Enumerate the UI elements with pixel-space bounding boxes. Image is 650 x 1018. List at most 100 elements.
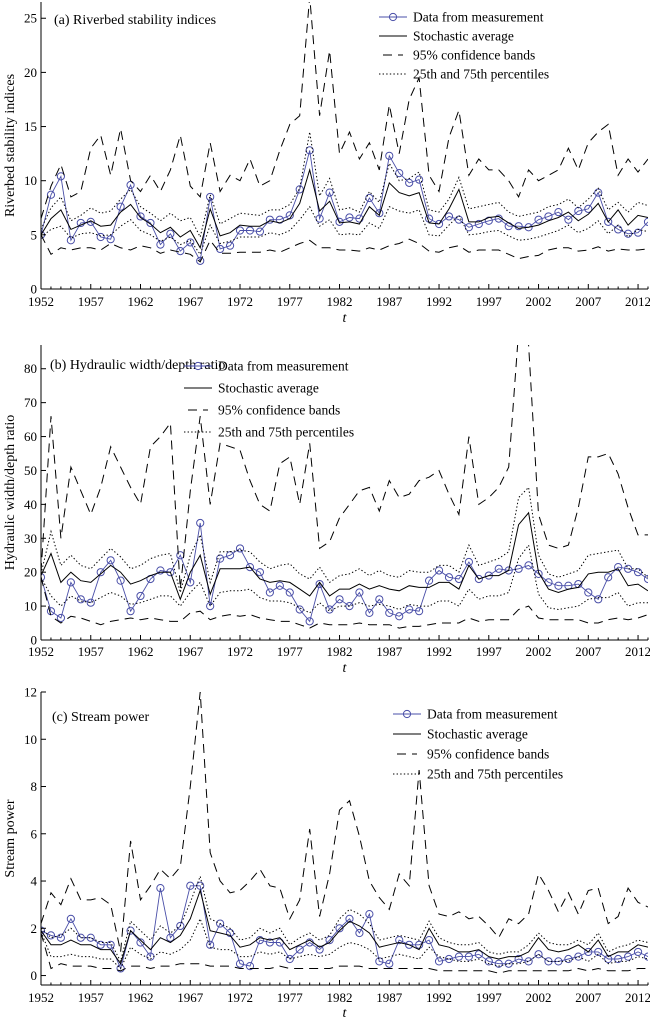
data-point bbox=[156, 566, 165, 575]
data-point bbox=[584, 947, 593, 957]
data-point bbox=[424, 936, 434, 945]
x-tick-label: 2007 bbox=[575, 990, 602, 1005]
legend-label: Data from measurement bbox=[427, 707, 558, 722]
data-point bbox=[474, 950, 483, 959]
x-tick-label: 1997 bbox=[476, 644, 503, 659]
x-tick-label: 1977 bbox=[277, 294, 304, 309]
data-point bbox=[295, 185, 304, 194]
measurement-line bbox=[41, 522, 648, 623]
data-point bbox=[633, 947, 643, 957]
data-point bbox=[46, 931, 56, 940]
legend-label: 95% confidence bands bbox=[218, 403, 340, 418]
x-tick-label: 1997 bbox=[476, 990, 503, 1005]
data-point bbox=[444, 954, 454, 964]
data-point bbox=[315, 214, 324, 223]
x-tick-label: 2012 bbox=[625, 990, 650, 1005]
data-point bbox=[325, 936, 334, 945]
legend-marker bbox=[388, 12, 398, 22]
data-point bbox=[434, 957, 444, 966]
x-tick-label: 2007 bbox=[575, 294, 602, 309]
y-tick-label: 50 bbox=[24, 463, 37, 478]
legend: Data from measurement Stochastic average 9… bbox=[393, 707, 563, 782]
data-point bbox=[584, 204, 593, 213]
data-point bbox=[345, 914, 354, 923]
data-point bbox=[614, 562, 623, 572]
panel-title: (b) Hydraulic width/depth ratio bbox=[50, 358, 225, 373]
data-point bbox=[474, 219, 483, 229]
data-point bbox=[126, 180, 135, 190]
data-point bbox=[106, 940, 115, 949]
data-point bbox=[534, 215, 543, 224]
percentile-lower-line bbox=[41, 205, 648, 256]
data-point bbox=[96, 940, 105, 949]
data-point bbox=[96, 232, 105, 242]
data-point bbox=[633, 568, 643, 577]
percentile-lower-line bbox=[41, 543, 648, 614]
data-point bbox=[584, 588, 593, 597]
legend-marker bbox=[402, 709, 412, 719]
legend: Data from measurement Stochastic average 9… bbox=[184, 359, 354, 440]
data-point bbox=[385, 959, 394, 968]
y-tick-label: 40 bbox=[24, 497, 37, 512]
y-tick-label: 60 bbox=[24, 429, 37, 444]
legend-label: Stochastic average bbox=[427, 727, 528, 742]
data-point bbox=[235, 544, 245, 553]
data-point bbox=[614, 225, 623, 234]
data-point bbox=[76, 595, 85, 604]
data-point bbox=[325, 605, 334, 614]
data-point bbox=[604, 573, 613, 582]
y-tick-label: 10 bbox=[24, 599, 37, 614]
x-tick-label: 1992 bbox=[426, 644, 452, 659]
data-point bbox=[96, 568, 105, 577]
data-point bbox=[494, 564, 503, 573]
data-point bbox=[245, 562, 255, 572]
data-point bbox=[235, 226, 245, 235]
data-point bbox=[106, 235, 115, 244]
data-point bbox=[424, 576, 434, 585]
x-tick-label: 1977 bbox=[277, 644, 304, 659]
data-point bbox=[335, 924, 344, 933]
x-tick-label: 1997 bbox=[476, 294, 503, 309]
data-point bbox=[335, 595, 344, 604]
legend-label: Stochastic average bbox=[413, 29, 514, 44]
plot-area bbox=[41, 345, 648, 629]
y-axis-label: Stream power bbox=[3, 799, 18, 877]
data-point bbox=[623, 952, 633, 961]
legend-label: Data from measurement bbox=[413, 10, 544, 25]
x-axis-label: t bbox=[343, 661, 348, 676]
data-point bbox=[206, 601, 215, 611]
data-point bbox=[126, 607, 135, 616]
confidence-band-upper-line bbox=[41, 692, 648, 953]
percentile-upper-line bbox=[41, 486, 648, 595]
x-tick-label: 2002 bbox=[526, 990, 552, 1005]
data-point bbox=[206, 940, 215, 949]
plot-area bbox=[41, 692, 648, 974]
data-point bbox=[225, 551, 235, 560]
confidence-band-upper-line bbox=[41, 2, 648, 219]
data-point bbox=[206, 192, 215, 202]
panel-title: (c) Stream power bbox=[52, 710, 150, 725]
data-point bbox=[126, 926, 135, 935]
data-point bbox=[305, 146, 314, 155]
data-point bbox=[484, 957, 493, 966]
y-tick-label: 80 bbox=[24, 361, 37, 376]
measurement-line bbox=[41, 885, 648, 970]
x-tick-label: 2002 bbox=[526, 294, 552, 309]
data-point bbox=[106, 556, 115, 565]
stochastic-average-line bbox=[41, 511, 648, 601]
data-point bbox=[444, 573, 454, 582]
data-point bbox=[225, 241, 235, 250]
x-tick-label: 1967 bbox=[177, 644, 204, 659]
plot-area bbox=[41, 2, 648, 265]
data-point bbox=[415, 607, 424, 616]
panel-b: 1952 1957 1962 1967 1972 1977 1982 1987 1992 1997… bbox=[3, 345, 650, 676]
data-point bbox=[365, 608, 374, 617]
data-point bbox=[494, 959, 503, 968]
data-point bbox=[176, 921, 185, 931]
data-point bbox=[643, 574, 648, 584]
data-point bbox=[405, 178, 414, 187]
data-point bbox=[355, 588, 364, 597]
x-tick-label: 1952 bbox=[28, 644, 54, 659]
data-point bbox=[86, 598, 95, 607]
x-tick-label: 1962 bbox=[128, 644, 154, 659]
